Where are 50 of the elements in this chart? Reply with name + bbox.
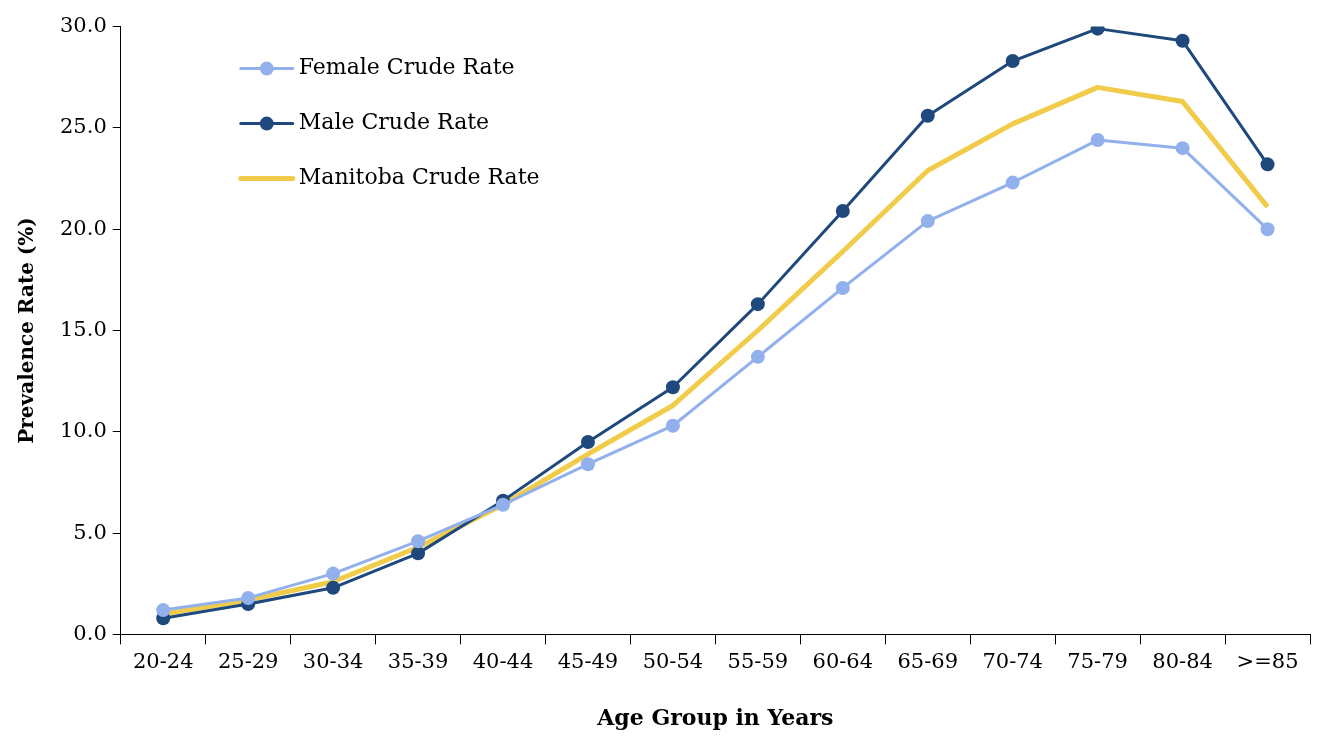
point	[411, 534, 426, 549]
point	[1090, 133, 1105, 148]
point	[241, 590, 256, 605]
x-tick-label: 75-79	[1067, 649, 1128, 674]
x-tick-label: 35-39	[387, 649, 449, 674]
point	[1175, 141, 1190, 156]
y-tick-label: 15.0	[59, 316, 107, 341]
point	[580, 457, 595, 472]
point	[411, 546, 426, 561]
y-tick-label: 25.0	[59, 114, 107, 139]
point	[835, 203, 850, 218]
point	[1260, 222, 1275, 237]
point	[580, 434, 595, 449]
point	[1005, 175, 1020, 190]
legend-label: Female Crude Rate	[298, 54, 515, 80]
x-tick-label: 55-59	[727, 649, 789, 674]
point	[665, 380, 680, 395]
x-tick-label: 80-84	[1152, 649, 1213, 674]
x-tick-label: 20-24	[132, 649, 194, 674]
x-tick-label: 60-64	[812, 649, 874, 674]
point	[665, 418, 680, 433]
y-tick-label: 0.0	[73, 620, 107, 645]
x-tick-label: 45-49	[557, 649, 619, 674]
x-tick-label: 70-74	[982, 649, 1043, 674]
point	[156, 603, 171, 618]
point	[496, 497, 511, 512]
y-tick-label: 20.0	[59, 215, 107, 240]
y-tick-label: 30.0	[59, 13, 107, 38]
point	[1175, 33, 1190, 48]
point	[750, 349, 765, 364]
x-tick-label: >=85	[1236, 649, 1299, 674]
point	[835, 280, 850, 295]
x-tick-label: 40-44	[472, 649, 534, 674]
legend-label: Male Crude Rate	[298, 109, 490, 135]
legend-label: Manitoba Crude Rate	[298, 164, 540, 190]
point	[920, 214, 935, 229]
x-axis-title: Age Group in Years	[596, 703, 834, 730]
point	[326, 566, 341, 581]
x-tick-label: 65-69	[897, 649, 959, 674]
x-tick-label: 30-34	[302, 649, 364, 674]
point	[920, 108, 935, 123]
y-tick-label: 10.0	[59, 418, 107, 443]
point	[326, 580, 341, 595]
x-tick-label: 25-29	[217, 649, 279, 674]
point	[750, 297, 765, 312]
point	[1005, 54, 1020, 69]
x-tick-label: 50-54	[642, 649, 704, 674]
y-tick-label: 5.0	[73, 519, 107, 544]
y-axis-title: Prevalence Rate (%)	[14, 217, 39, 444]
point	[1260, 157, 1275, 172]
